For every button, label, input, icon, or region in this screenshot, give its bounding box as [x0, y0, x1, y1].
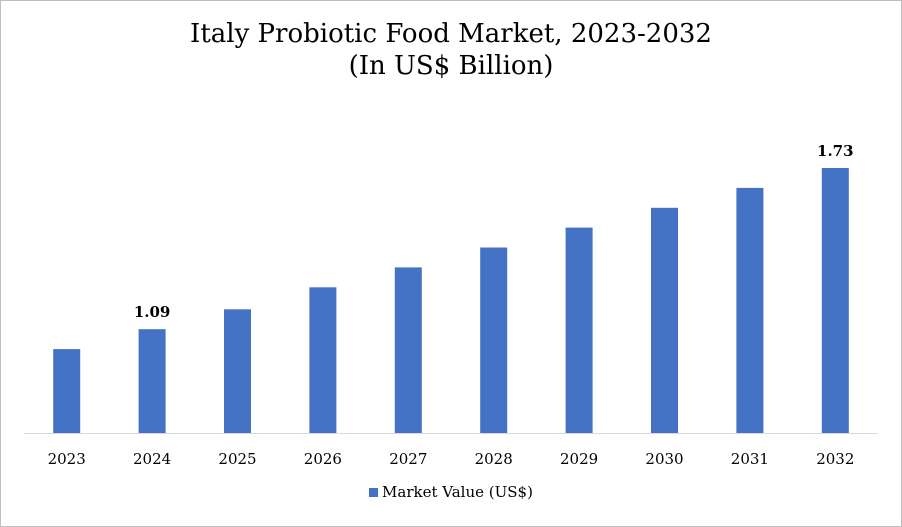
bar-2026 [309, 287, 337, 434]
data-label-2032: 1.73 [817, 142, 854, 160]
x-tick-label-2028: 2028 [475, 450, 513, 468]
legend: Market Value (US$) [0, 483, 902, 501]
data-label-2024: 1.09 [134, 303, 171, 321]
bar-2032 [821, 168, 849, 433]
x-tick-label-2029: 2029 [560, 450, 598, 468]
chart-title-block: Italy Probiotic Food Market, 2023-2032 (… [0, 18, 902, 82]
x-tick-label-2025: 2025 [218, 450, 256, 468]
bar-2025 [224, 309, 251, 433]
x-tick-label-2024: 2024 [133, 450, 171, 468]
chart-subtitle: (In US$ Billion) [348, 51, 554, 81]
bar-2028 [480, 247, 508, 433]
x-tick-label-2023: 2023 [48, 450, 86, 468]
bar-2024 [138, 329, 166, 433]
x-tick-label-2027: 2027 [389, 450, 427, 468]
bar-2027 [394, 267, 422, 433]
bar-2030 [651, 207, 678, 433]
chart-title: Italy Probiotic Food Market, 2023-2032 [190, 19, 712, 49]
legend-label: Market Value (US$) [382, 483, 533, 501]
x-tick-label-2031: 2031 [731, 450, 769, 468]
x-tick-label-2026: 2026 [304, 450, 342, 468]
legend-swatch [369, 487, 379, 497]
bar-2023 [53, 349, 81, 433]
bar-2031 [736, 187, 764, 433]
x-tick-label-2032: 2032 [816, 450, 854, 468]
x-tick-label-2030: 2030 [645, 450, 683, 468]
bar-2029 [565, 227, 593, 433]
